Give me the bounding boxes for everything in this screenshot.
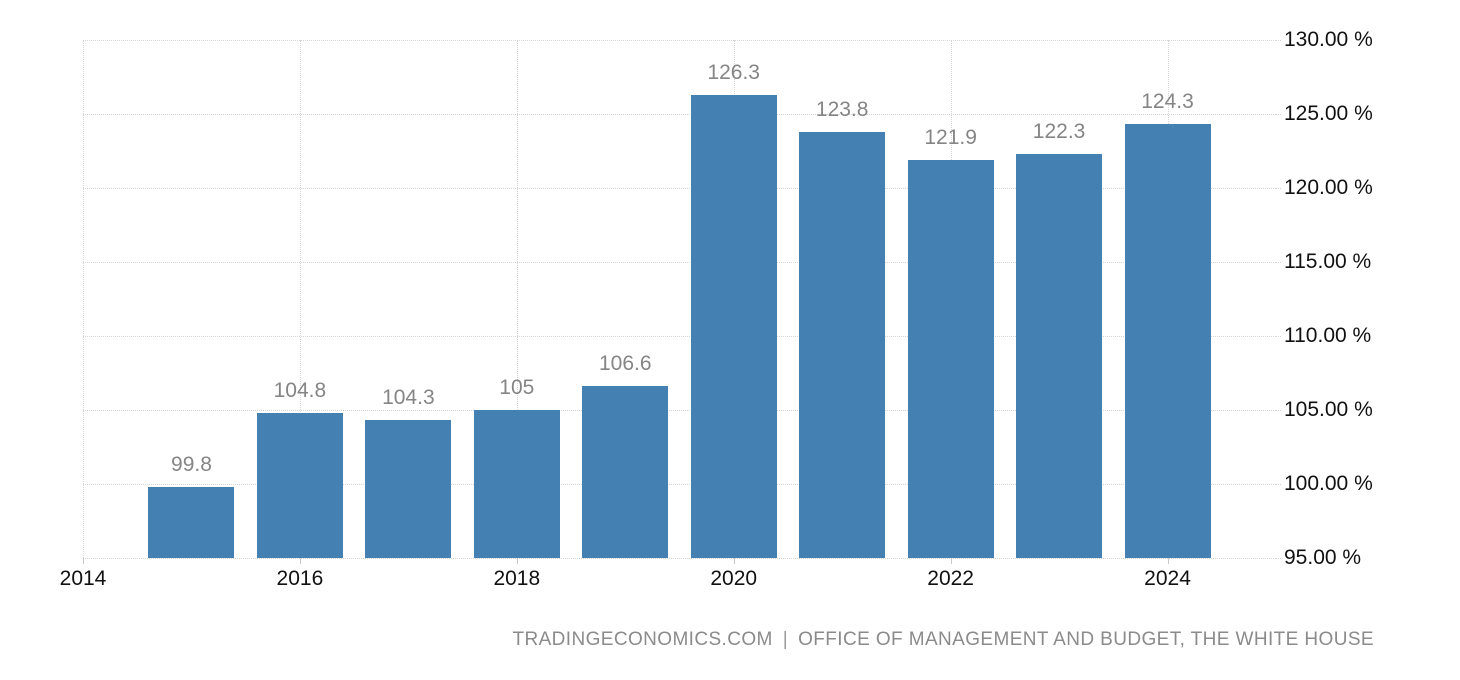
x-tick-mark-2024 xyxy=(1167,558,1169,564)
x-gridline-2016 xyxy=(299,40,301,558)
bar-value-label-2015: 99.8 xyxy=(171,452,212,476)
bar-value-label-2018: 105 xyxy=(499,376,535,399)
bar-2023[interactable] xyxy=(1016,153,1103,558)
bar-2021[interactable] xyxy=(799,131,886,558)
bar-2022[interactable] xyxy=(907,159,994,558)
y-tick-mark-120 xyxy=(1276,188,1281,189)
y-tick-mark-125 xyxy=(1276,114,1281,115)
x-tick-mark-2014 xyxy=(83,558,84,564)
bar-value-label-2022: 121.9 xyxy=(924,125,977,149)
bar-value-label-2020: 126.3 xyxy=(707,60,760,84)
y-gridline-105 xyxy=(83,410,1276,411)
x-tick-label-2022: 2022 xyxy=(927,567,974,590)
bar-value-label-2016: 104.8 xyxy=(273,378,327,402)
bar-value-label-2017: 104.3 xyxy=(382,386,435,410)
tradingeconomics-watermark-link[interactable]: TRADINGECONOMICS.COM xyxy=(512,629,773,650)
bar-2015[interactable] xyxy=(148,486,235,558)
y-tick-label-105: 105.00 % xyxy=(1284,398,1373,421)
bar-value-label-2019: 106.6 xyxy=(598,352,652,376)
bar-value-label-2023: 122.3 xyxy=(1032,119,1086,143)
bar-2024[interactable] xyxy=(1124,124,1211,558)
x-tick-label-2014: 2014 xyxy=(59,567,107,590)
plot-area: 99.8 104.8 104.3 105 106.6 126.3 123.8 121.9 122… xyxy=(83,40,1276,559)
x-tick-label-2024: 2024 xyxy=(1144,567,1191,590)
bar-2016[interactable] xyxy=(256,412,343,558)
y-gridline-95 xyxy=(83,558,1276,559)
y-tick-mark-105 xyxy=(1276,410,1281,411)
y-tick-label-130: 130.00 % xyxy=(1284,28,1373,51)
y-tick-label-120: 120.00 % xyxy=(1284,176,1373,199)
y-tick-mark-100 xyxy=(1276,484,1281,485)
bar-value-label-2021: 123.8 xyxy=(815,97,869,121)
y-tick-label-100: 100.00 % xyxy=(1284,472,1373,495)
x-tick-mark-2020 xyxy=(733,558,735,564)
y-tick-label-125: 125.00 % xyxy=(1284,102,1373,125)
y-gridline-130 xyxy=(83,40,1276,41)
y-gridline-115 xyxy=(83,262,1276,263)
x-tick-label-2018: 2018 xyxy=(493,567,541,590)
bar-2018[interactable] xyxy=(473,410,560,558)
x-tick-label-2020: 2020 xyxy=(710,567,758,590)
attribution-separator: | xyxy=(782,629,789,650)
attribution-bar: TRADINGECONOMICS.COM | OFFICE OF MANAGEMEN… xyxy=(512,629,1374,651)
x-tick-mark-2016 xyxy=(299,558,301,564)
y-tick-mark-115 xyxy=(1276,262,1281,263)
x-gridline-2014 xyxy=(83,40,84,558)
y-gridline-100 xyxy=(83,484,1276,485)
bar-2019[interactable] xyxy=(582,386,669,558)
y-tick-mark-130 xyxy=(1276,40,1281,41)
source-link[interactable]: OFFICE OF MANAGEMENT AND BUDGET, THE WHI… xyxy=(798,629,1374,650)
x-tick-mark-2022 xyxy=(950,558,952,564)
bar-value-label-2024: 124.3 xyxy=(1141,90,1194,114)
bar-2020[interactable] xyxy=(690,94,777,558)
y-tick-label-95: 95.00 % xyxy=(1284,546,1362,569)
x-tick-label-2016: 2016 xyxy=(276,567,324,590)
y-gridline-110 xyxy=(83,336,1276,337)
y-tick-label-115: 115.00 % xyxy=(1284,250,1372,273)
x-gridline-2018 xyxy=(516,40,518,558)
bar-2017[interactable] xyxy=(365,420,452,558)
y-gridline-125 xyxy=(83,114,1276,115)
x-tick-mark-2018 xyxy=(516,558,518,564)
y-tick-mark-110 xyxy=(1276,336,1281,337)
y-gridline-120 xyxy=(83,188,1276,189)
y-tick-label-110: 110.00 % xyxy=(1284,324,1372,347)
y-tick-mark-95 xyxy=(1276,558,1281,559)
